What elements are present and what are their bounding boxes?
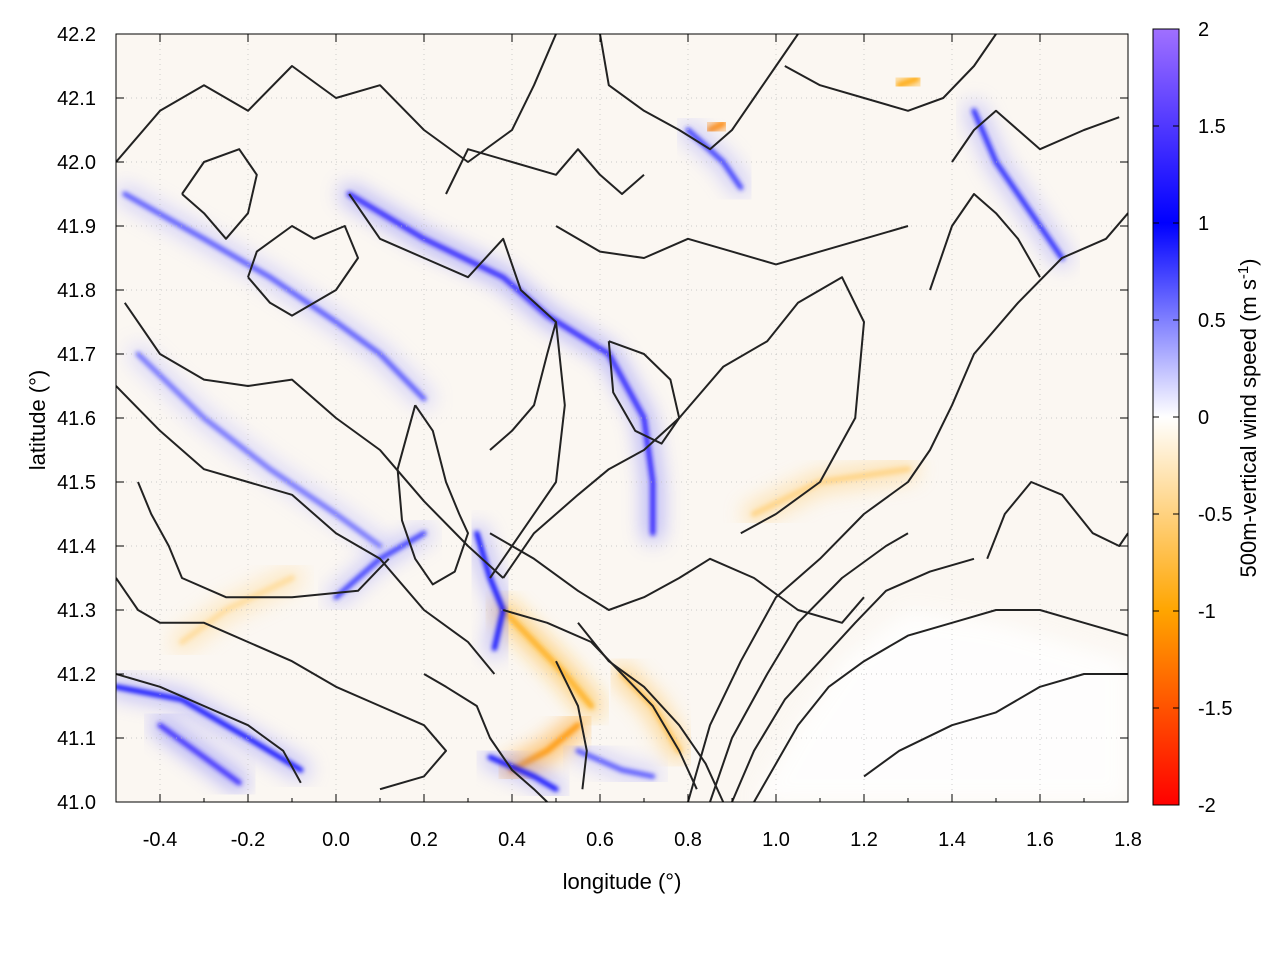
updraft-line [157, 722, 242, 786]
colorbar-tick-label: 0 [1198, 407, 1209, 429]
contour-line [784, 34, 997, 112]
x-tick-label: 0.8 [674, 829, 702, 851]
updraft-line [116, 684, 304, 773]
contour-line [116, 577, 447, 791]
x-tick-label: 1.6 [1026, 829, 1054, 851]
wind-field-heatmap [116, 67, 1128, 802]
updraft-line [685, 127, 744, 191]
colorbar-tick-label: 0.5 [1198, 310, 1226, 332]
contour-line [929, 193, 1041, 291]
colorbar-label-main: 500m-vertical wind speed (m s [1236, 279, 1261, 577]
contour-line [116, 673, 302, 784]
y-tick-label: 41.8 [57, 280, 96, 302]
y-tick-label: 42.1 [57, 88, 96, 110]
contour-line [123, 302, 504, 579]
x-tick-label: 0.2 [410, 829, 438, 851]
updraft-line [346, 191, 656, 536]
axis-ticks: -0.4 -0.2 0.0 0.2 0.4 0.6 0.8 1.0 1.2 1.4 1.6 1.8 41… [57, 24, 1142, 851]
contour-line [116, 34, 557, 163]
x-tick-label: 0.4 [498, 829, 526, 851]
colorbar-tick-label: -1.5 [1198, 698, 1232, 720]
y-tick-label: 42.0 [57, 152, 96, 174]
colorbar-tick-label: 2 [1198, 19, 1209, 41]
contour-line [137, 481, 390, 599]
x-tick-label: -0.4 [143, 829, 177, 851]
y-tick-label: 41.2 [57, 664, 96, 686]
updraft-line [474, 530, 506, 651]
y-tick-label: 41.7 [57, 344, 96, 366]
contour-line [599, 34, 799, 151]
colorbar-tick-label: 1.5 [1198, 116, 1226, 138]
updraft-line [487, 754, 559, 792]
calm-region [754, 610, 1128, 802]
x-tick-label: 0.6 [586, 829, 614, 851]
colorbar-tick-label: 1 [1198, 213, 1209, 235]
contour-line [709, 532, 909, 802]
y-axis-label: latitude (°) [25, 370, 50, 471]
y-tick-label: 41.4 [57, 536, 96, 558]
x-tick-label: -0.2 [231, 829, 265, 851]
colorbar-tick-label: -0.5 [1198, 504, 1232, 526]
contour-line [247, 225, 359, 317]
updraft-line [575, 748, 656, 779]
updraft-line [122, 191, 427, 402]
x-tick-label: 1.2 [850, 829, 878, 851]
y-tick-label: 41.1 [57, 728, 96, 750]
contour-line [951, 109, 1120, 163]
updraft-line [971, 108, 1065, 261]
x-tick-label: 1.0 [762, 829, 790, 851]
colorbar-label-close: ) [1236, 258, 1261, 265]
contour-line [986, 481, 1128, 560]
x-axis-label: longitude (°) [563, 869, 682, 894]
updraft-line [135, 351, 383, 549]
contour-line [445, 148, 645, 195]
contour-line [731, 557, 975, 802]
contour-line [489, 321, 557, 451]
colorbar-tick-label: -2 [1198, 795, 1216, 817]
contour-line [863, 673, 1128, 778]
contour-line [116, 385, 496, 675]
contour-line [396, 404, 469, 586]
y-tick-label: 41.3 [57, 600, 96, 622]
terrain-contours [116, 34, 1128, 802]
colorbar-tick-label: -1 [1198, 601, 1216, 623]
x-tick-label: 1.4 [938, 829, 966, 851]
y-tick-label: 41.9 [57, 216, 96, 238]
downdraft-core [896, 75, 920, 89]
x-tick-label: 1.8 [1114, 829, 1142, 851]
colorbar-label-exponent: -1 [1235, 266, 1252, 279]
downdraft-core [500, 607, 595, 709]
colorbar-label: 500m-vertical wind speed (m s-1) [1235, 258, 1261, 577]
contour-line [687, 212, 1128, 802]
contour-line [502, 609, 698, 790]
x-tick-label: 0.0 [322, 829, 350, 851]
contour-line [348, 193, 566, 579]
contour-line [489, 532, 865, 624]
contour-line [577, 622, 725, 802]
y-tick-label: 41.5 [57, 472, 96, 494]
y-tick-label: 41.0 [57, 792, 96, 814]
contour-line [555, 660, 588, 790]
contour-line [181, 148, 258, 240]
colorbar: 2 1.5 1 0.5 0 -0.5 -1 -1.5 -2 [1152, 19, 1232, 817]
contour-line [423, 673, 548, 802]
contour-line [607, 340, 681, 445]
y-tick-label: 41.6 [57, 408, 96, 430]
y-tick-label: 42.2 [57, 24, 96, 46]
downdraft-core [707, 120, 727, 133]
contour-line [555, 225, 909, 266]
contour-line [502, 276, 865, 579]
plot-area: -0.4 -0.2 0.0 0.2 0.4 0.6 0.8 1.0 1.2 1.4 1.6 1.8 41… [57, 24, 1142, 851]
contour-line [753, 609, 1128, 802]
colorbar-ticks: 2 1.5 1 0.5 0 -0.5 -1 -1.5 -2 [1153, 19, 1232, 817]
